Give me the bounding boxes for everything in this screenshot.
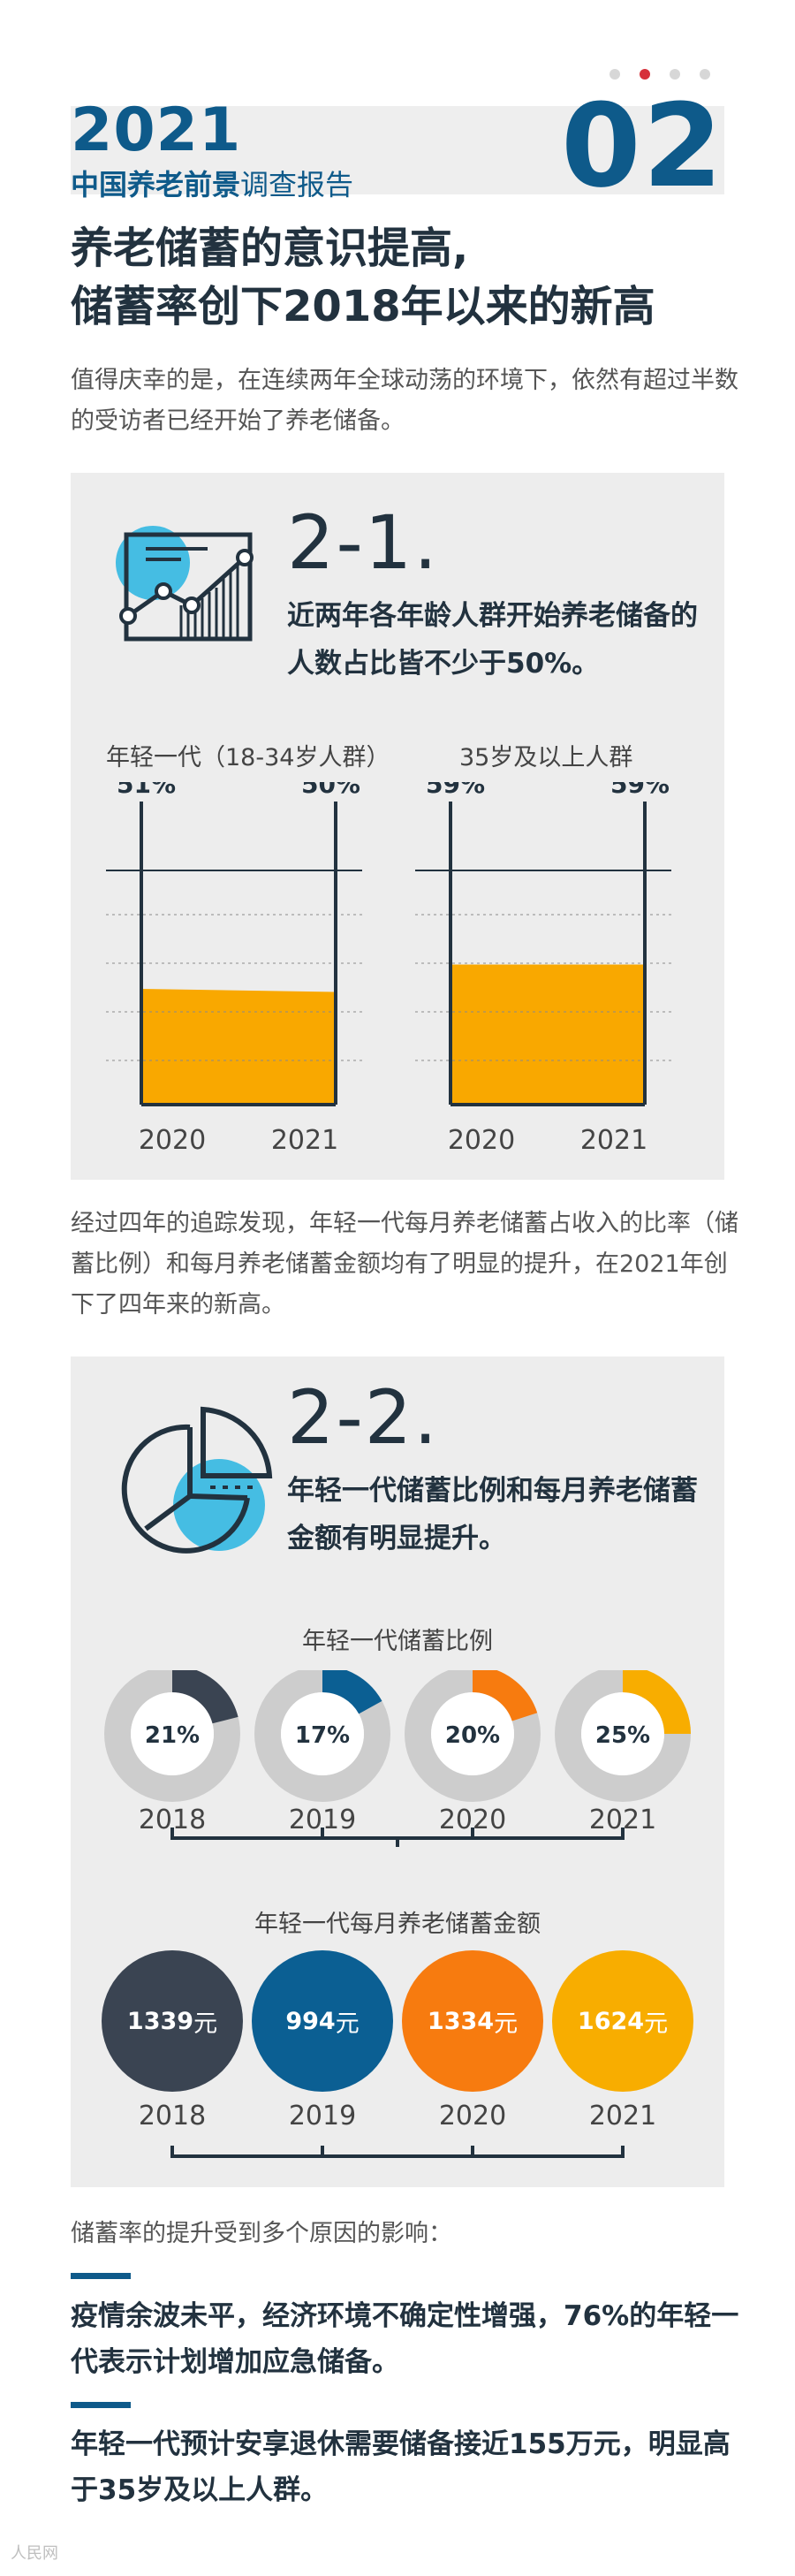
amount-bracket-line <box>170 2146 625 2158</box>
bar-value-label: 59% <box>426 782 485 799</box>
amount-chart-title: 年轻一代每月养老储蓄金额 <box>254 1911 541 1938</box>
page-dot-active[interactable] <box>640 69 650 80</box>
reasons-intro: 储蓄率的提升受到多个原因的影响： <box>71 2220 452 2247</box>
amount-year-label: 2020 <box>438 2101 507 2131</box>
donut-hole <box>431 1692 514 1775</box>
watermark: 人民网 <box>11 2544 58 2563</box>
donut-hole <box>281 1692 364 1775</box>
panel-2-2: 2-2. 年轻一代储蓄比例和每月养老储蓄金额有明显提升。 年轻一代储蓄比例 21… <box>71 1356 724 2187</box>
donut-bracket <box>170 1828 625 1840</box>
donut-value-label: 20% <box>445 1722 500 1749</box>
reason-marker <box>71 2402 131 2408</box>
bar-value-label: 50% <box>301 782 360 799</box>
donut-value-label: 25% <box>595 1722 650 1749</box>
bar-year-label: 2020 <box>448 1125 515 1153</box>
bar-value-label: 51% <box>117 782 176 799</box>
findings-text: 经过四年的追踪发现，年轻一代每月养老储蓄占收入的比率（储蓄比例）和每月养老储蓄金… <box>71 1210 738 1318</box>
donut-hole <box>581 1692 664 1775</box>
report-subtitle: 中国养老前景调查报告 <box>71 168 354 201</box>
amount-circle-2018: 1339 元 <box>102 1950 243 2092</box>
bar-area-1 <box>450 964 645 1105</box>
pie-chart-icon <box>121 1406 273 1554</box>
amount-value: 1339 <box>126 2007 194 2035</box>
amount-unit: 元 <box>193 2010 218 2038</box>
donut-value-label: 17% <box>295 1722 350 1749</box>
amount-circle-2020: 1334 元 <box>402 1950 543 2092</box>
donut-segment-2019 <box>322 1670 382 1714</box>
section-headline: 近两年各年龄人群开始养老储备的人数占比皆不少于50%。 <box>287 600 698 680</box>
amount-bracket <box>170 2146 625 2158</box>
page-dot[interactable] <box>610 69 620 80</box>
panel-2-1: 2-1. 近两年各年龄人群开始养老储备的人数占比皆不少于50%。 年轻一代（18… <box>71 473 724 1180</box>
bar-year-label: 2021 <box>271 1125 338 1153</box>
amount-circle-2019: 994 元 <box>252 1950 393 2092</box>
bar-year-label: 2021 <box>580 1125 647 1153</box>
donut-segment-2018 <box>171 1670 238 1724</box>
growth-chart-icon <box>116 526 254 642</box>
section-headline: 年轻一代储蓄比例和每月养老储蓄金额有明显提升。 <box>287 1475 698 1554</box>
amount-unit: 元 <box>644 2010 669 2038</box>
page-title: 养老储蓄的意识提高, 储蓄率创下2018年以来的新高 <box>71 224 655 331</box>
amount-unit: 元 <box>335 2010 360 2038</box>
section-number: 2-1. <box>287 499 439 586</box>
donut-segment-2020 <box>472 1670 538 1722</box>
bar-value-label: 59% <box>610 782 670 799</box>
page-indicator <box>610 69 710 80</box>
donut-segment-2021 <box>622 1670 691 1735</box>
reason-item-1: 疫情余波未平，经济环境不确定性增强，76%的年轻一代表示计划增加应急储备。 <box>71 2300 739 2378</box>
bar-charts: 51% 50% 2020 2021 59% 59% 2020 2021 <box>106 782 671 1153</box>
chart-title-young: 年轻一代（18-34岁人群） <box>106 744 390 771</box>
intro-text: 值得庆幸的是，在连续两年全球动荡的环境下，依然有超过半数的受访者已经开始了养老储… <box>71 367 738 435</box>
amount-value: 1624 <box>577 2007 645 2035</box>
amount-circle-2021: 1624 元 <box>552 1950 693 2092</box>
ratio-chart-title: 年轻一代储蓄比例 <box>302 1628 493 1655</box>
header-band <box>71 106 724 194</box>
amount-year-label: 2019 <box>288 2101 357 2131</box>
amount-year-label: 2018 <box>138 2101 207 2131</box>
donut-value-label: 21% <box>145 1722 200 1749</box>
section-number: 2-2. <box>287 1374 439 1461</box>
page-dot[interactable] <box>670 69 680 80</box>
amount-value: 994 <box>285 2007 336 2035</box>
reason-item-2: 年轻一代预计安享退休需要储备接近155万元，明显高于35岁及以上人群。 <box>71 2428 731 2506</box>
chart-title-older: 35岁及以上人群 <box>459 744 633 771</box>
reason-marker <box>71 2273 131 2279</box>
report-year: 2021 <box>71 95 242 165</box>
bar-area-0 <box>141 989 336 1105</box>
amount-unit: 元 <box>494 2010 519 2038</box>
page-dot[interactable] <box>700 69 710 80</box>
amount-year-label: 2021 <box>588 2101 657 2131</box>
amount-value: 1334 <box>427 2007 495 2035</box>
bar-year-label: 2020 <box>139 1125 206 1153</box>
page-number: 02 <box>561 79 724 213</box>
donut-hole <box>131 1692 214 1775</box>
